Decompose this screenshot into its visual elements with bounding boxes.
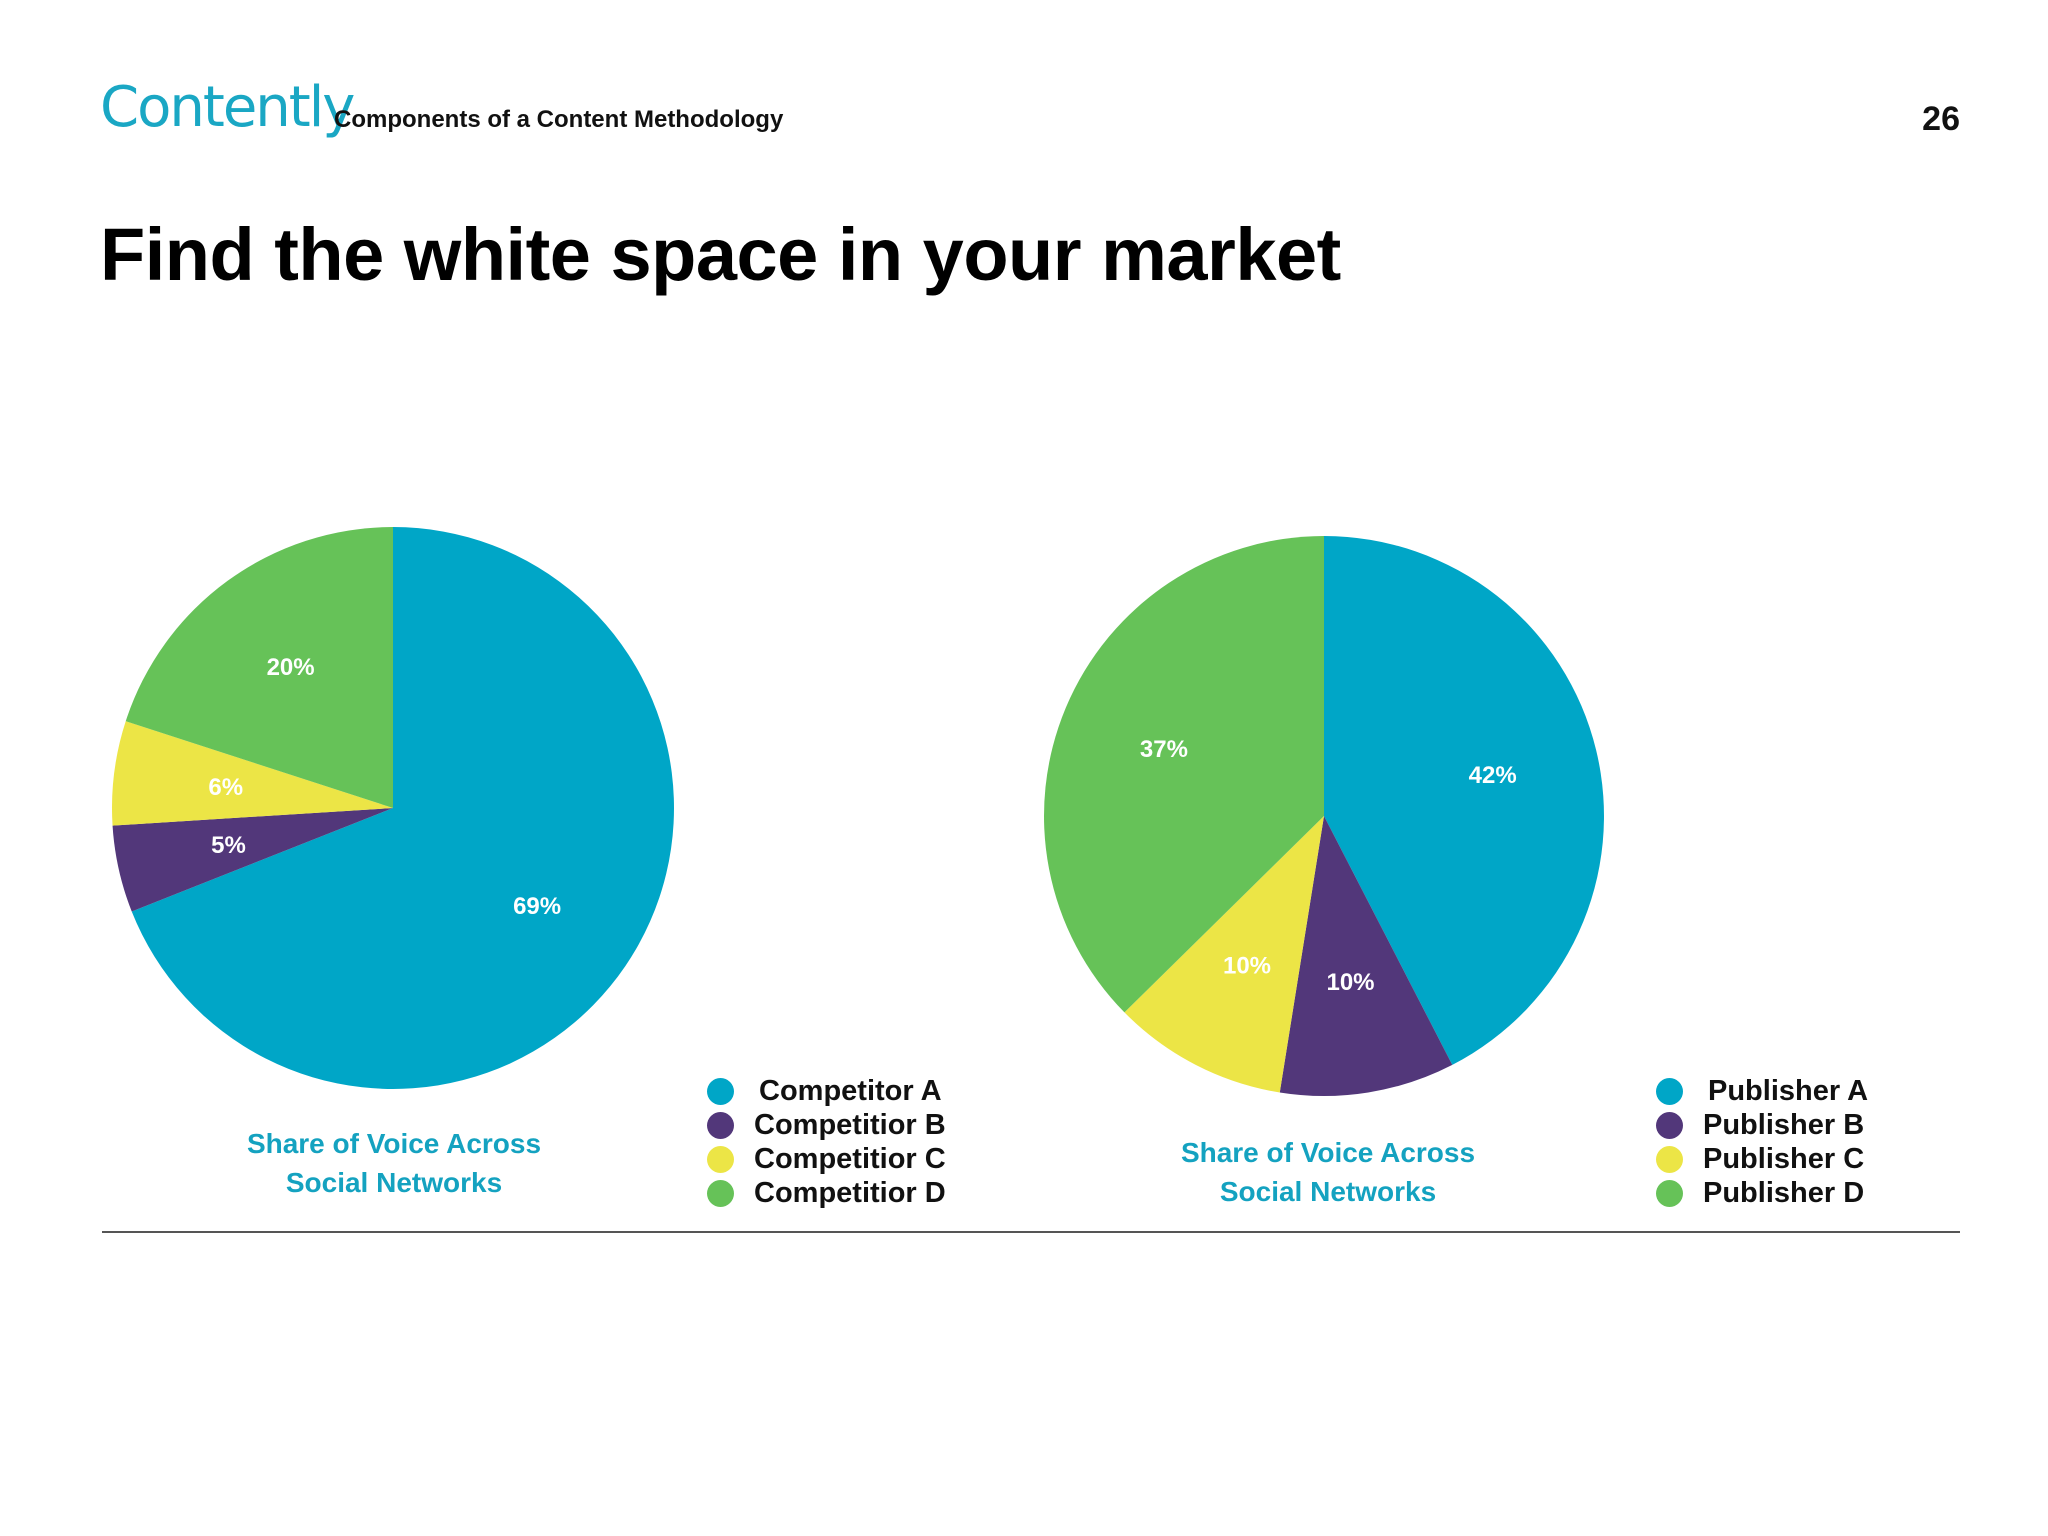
pie-slice-label: 5% [211, 832, 246, 859]
legend-dot-icon [1656, 1145, 1683, 1173]
chart-caption-publishers: Share of Voice Across Social Networks [1048, 1133, 1608, 1211]
pie-slice-label: 69% [513, 893, 561, 920]
legend-label: Competitior D [754, 1176, 946, 1209]
pie-slice-label: 37% [1140, 736, 1188, 763]
legend-label: Publisher D [1703, 1176, 1865, 1209]
caption-line: Share of Voice Across [1180, 1137, 1476, 1168]
legend-item-publisher-c: Publisher C [1656, 1142, 1868, 1176]
section-subtitle: Components of a Content Methodology [334, 106, 784, 133]
pie-slice-2 [1279, 816, 1453, 1096]
legend-dot-icon [1656, 1111, 1683, 1139]
caption-line: Social Networks [1219, 1176, 1437, 1207]
legend-dot-icon [707, 1077, 734, 1105]
legend-label: Publisher B [1703, 1108, 1865, 1141]
pie-slice-label: 6% [208, 774, 243, 801]
pie-slice-4 [1044, 536, 1324, 1013]
legend-competitors: Competitor A Competitior B Competitior C… [707, 1074, 946, 1210]
legend-dot-icon [1656, 1179, 1683, 1207]
footer-divider [102, 1231, 1960, 1233]
chart-caption-competitors: Share of Voice Across Social Networks [114, 1124, 674, 1202]
legend-item-competitor-b: Competitior B [707, 1108, 946, 1142]
legend-label: Competitor A [759, 1074, 942, 1107]
caption-line: Share of Voice Across [246, 1128, 542, 1159]
legend-label: Publisher A [1708, 1074, 1869, 1107]
legend-dot-icon [1656, 1077, 1683, 1105]
legend-item-publisher-b: Publisher B [1656, 1108, 1868, 1142]
legend-item-competitor-a: Competitor A [707, 1074, 946, 1108]
pie-chart-publishers: 42% 10% 10% 37% [1044, 536, 1604, 1096]
pie-slice-label: 42% [1469, 762, 1517, 789]
pie-slice-3 [1124, 816, 1324, 1093]
legend-label: Competitior B [754, 1108, 946, 1141]
contently-logo: Contently [100, 75, 355, 140]
pie-chart-competitors: 69% 5% 6% 20% [111, 527, 674, 1089]
pie-slice-label: 20% [267, 654, 315, 681]
legend-publishers: Publisher A Publisher B Publisher C Publ… [1656, 1074, 1868, 1210]
pie-slice-2 [112, 808, 394, 912]
pie-slice-1 [1324, 536, 1604, 1065]
page-title: Find the white space in your market [100, 213, 1341, 296]
pie-slice-label: 10% [1223, 952, 1271, 979]
legend-item-competitor-d: Competitior D [707, 1176, 946, 1210]
legend-label: Competitior C [754, 1142, 946, 1175]
pie-slice-label: 10% [1326, 969, 1374, 996]
legend-dot-icon [707, 1179, 734, 1207]
pie-slice-3 [111, 721, 394, 826]
pie-slice-1 [131, 527, 674, 1089]
legend-dot-icon [707, 1111, 734, 1139]
legend-label: Publisher C [1703, 1142, 1865, 1175]
legend-item-publisher-d: Publisher D [1656, 1176, 1868, 1210]
page-number: 26 [1922, 100, 1960, 138]
legend-dot-icon [707, 1145, 734, 1173]
legend-item-competitor-c: Competitior C [707, 1142, 946, 1176]
pie-slice-4 [125, 527, 393, 808]
legend-item-publisher-a: Publisher A [1656, 1074, 1868, 1108]
caption-line: Social Networks [285, 1167, 503, 1198]
